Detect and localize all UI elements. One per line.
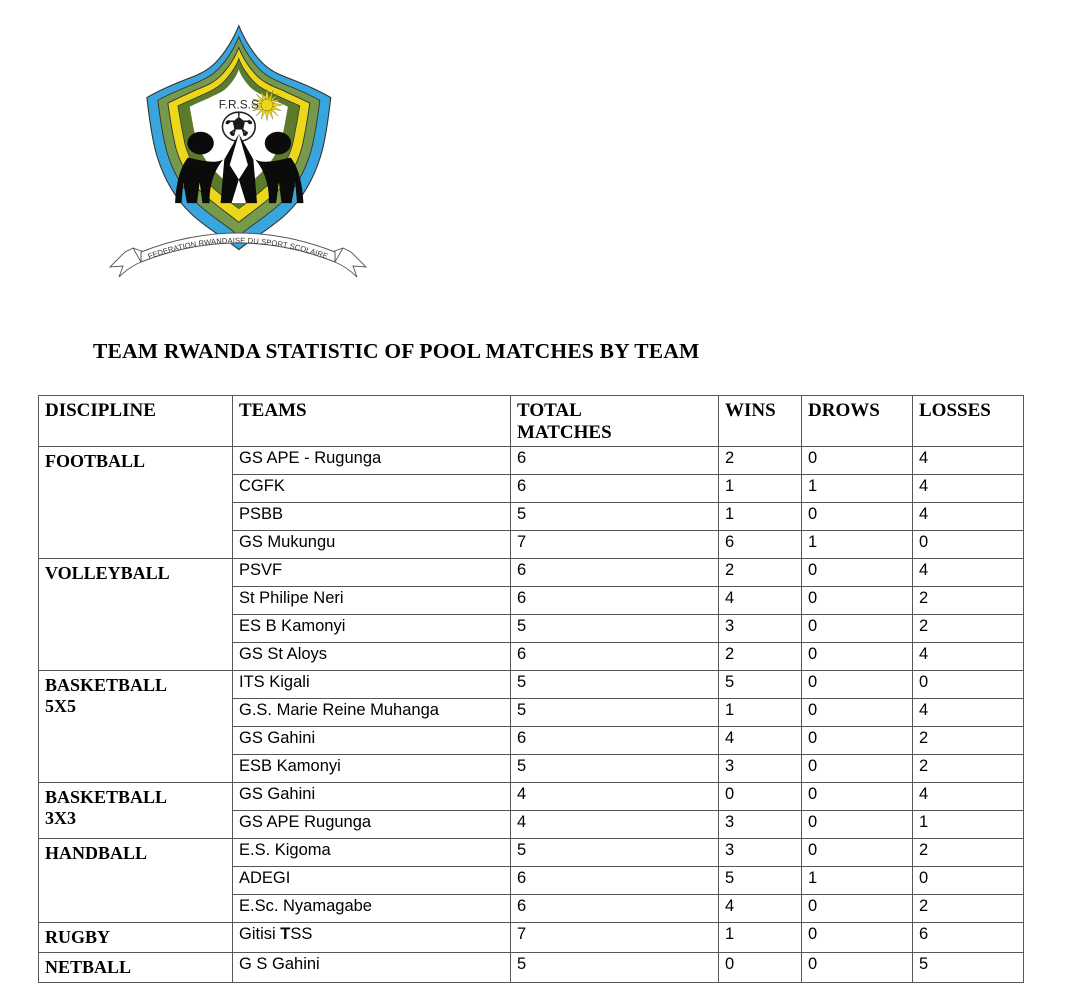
svg-text:F.R.S.S: F.R.S.S bbox=[219, 98, 259, 112]
svg-text:FEDERATION RWANDAISE DU SPORT: FEDERATION RWANDAISE DU SPORT SCOLAIRE bbox=[147, 236, 330, 261]
